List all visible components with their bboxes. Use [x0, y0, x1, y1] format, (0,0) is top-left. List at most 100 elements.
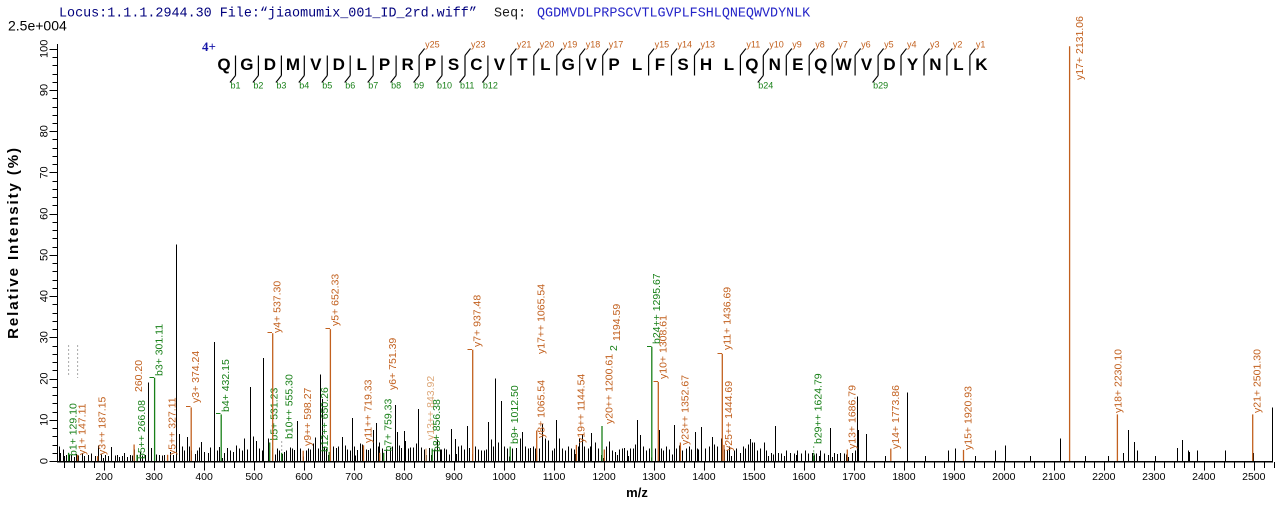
svg-text:2100: 2100	[1042, 471, 1066, 483]
svg-text:L: L	[357, 55, 367, 74]
svg-text:y23++ 1352.67: y23++ 1352.67	[679, 375, 691, 445]
svg-text:R: R	[401, 55, 413, 74]
svg-text:b10++ 555.30: b10++ 555.30	[284, 374, 296, 439]
svg-text:2: 2	[608, 345, 620, 351]
svg-text:y18: y18	[586, 40, 601, 50]
svg-text:y19: y19	[563, 40, 578, 50]
svg-text:70: 70	[39, 166, 51, 178]
svg-text:D: D	[883, 55, 895, 74]
svg-text:D: D	[333, 55, 345, 74]
svg-text:C: C	[470, 55, 482, 74]
svg-text:b7: b7	[368, 81, 378, 91]
svg-text:2300: 2300	[1142, 471, 1166, 483]
svg-text:y6+ 751.39: y6+ 751.39	[387, 338, 399, 390]
svg-text:1194.59: 1194.59	[611, 304, 623, 341]
svg-text:y2: y2	[953, 40, 963, 50]
svg-text:y18+ 2230.10: y18+ 2230.10	[1113, 349, 1125, 413]
svg-text:y8: y8	[815, 40, 825, 50]
svg-text:2200: 2200	[1092, 471, 1116, 483]
svg-text:50: 50	[39, 249, 51, 261]
svg-text:b24++ 1295.67: b24++ 1295.67	[651, 273, 663, 344]
svg-text:V: V	[494, 55, 506, 74]
svg-text:y10+ 1308.61: y10+ 1308.61	[657, 315, 669, 379]
svg-text:1200: 1200	[592, 471, 616, 483]
svg-text:1400: 1400	[692, 471, 716, 483]
svg-text:b1: b1	[231, 81, 241, 91]
svg-text:S: S	[448, 55, 459, 74]
svg-text:300: 300	[145, 471, 163, 483]
svg-text:y17: y17	[609, 40, 624, 50]
svg-text:F: F	[655, 55, 665, 74]
svg-text:200: 200	[95, 471, 113, 483]
svg-text:y5+ 652.33: y5+ 652.33	[329, 274, 341, 326]
svg-text:y11: y11	[746, 40, 760, 50]
svg-text:Locus:1.1.1.2944.30 File:“jiao: Locus:1.1.1.2944.30 File:“jiaomumix_001_…	[59, 7, 477, 22]
svg-text:1300: 1300	[642, 471, 666, 483]
svg-text:10: 10	[39, 414, 51, 426]
svg-text:V: V	[310, 55, 322, 74]
svg-text:2000: 2000	[992, 471, 1016, 483]
svg-text:b1+ 129.10: b1+ 129.10	[68, 403, 80, 456]
svg-text:y13: y13	[701, 40, 716, 50]
svg-text:L: L	[724, 55, 734, 74]
svg-text:b3: b3	[276, 81, 286, 91]
svg-text:1600: 1600	[792, 471, 816, 483]
svg-text:30: 30	[39, 331, 51, 343]
svg-text:y9++ 598.27: y9++ 598.27	[302, 387, 314, 446]
svg-text:y14: y14	[678, 40, 693, 50]
svg-text:y25++ 1444.69: y25++ 1444.69	[723, 381, 735, 451]
svg-text:b29++ 1624.79: b29++ 1624.79	[813, 373, 825, 444]
svg-text:y14+ 1773.86: y14+ 1773.86	[890, 385, 902, 449]
svg-text:40: 40	[39, 290, 51, 302]
svg-text:2400: 2400	[1192, 471, 1216, 483]
svg-text:Relative Intensity (%): Relative Intensity (%)	[5, 146, 22, 339]
svg-text:4+: 4+	[202, 39, 216, 54]
svg-text:S: S	[677, 55, 688, 74]
svg-text:N: N	[769, 55, 781, 74]
svg-text:y4+ 537.30: y4+ 537.30	[272, 281, 284, 333]
svg-text:QGDMVDLPRPSCVTLGVPLFSHLQNEQWVD: QGDMVDLPRPSCVTLGVPLFSHLQNEQWVDYNLK	[537, 7, 811, 22]
svg-text:Q: Q	[217, 55, 230, 74]
svg-text:y13++ 843.92: y13++ 843.92	[425, 376, 437, 440]
svg-text:1500: 1500	[742, 471, 766, 483]
svg-text:b2: b2	[253, 81, 263, 91]
svg-text:b11: b11	[460, 81, 474, 91]
svg-text:100: 100	[39, 40, 51, 58]
svg-text:b4+ 432.15: b4+ 432.15	[220, 359, 232, 412]
svg-text:b9: b9	[414, 81, 424, 91]
svg-text:500: 500	[245, 471, 263, 483]
svg-text:y4: y4	[907, 40, 917, 50]
svg-text:Seq:: Seq:	[494, 7, 526, 22]
svg-text:y7: y7	[838, 40, 848, 50]
svg-text:Q: Q	[745, 55, 758, 74]
svg-text:N: N	[929, 55, 941, 74]
svg-text:W: W	[836, 55, 853, 74]
svg-text:y1+ 147.11: y1+ 147.11	[77, 403, 89, 455]
svg-text:y21: y21	[517, 40, 532, 50]
svg-text:y13+ 1686.79: y13+ 1686.79	[846, 385, 858, 449]
svg-text:1800: 1800	[892, 471, 916, 483]
svg-text:0: 0	[39, 458, 51, 464]
svg-text:H: H	[700, 55, 712, 74]
svg-text:M: M	[286, 55, 300, 74]
svg-text:y3++ 187.15: y3++ 187.15	[97, 396, 109, 455]
svg-text:b29: b29	[873, 81, 888, 91]
svg-text:y25: y25	[425, 40, 440, 50]
svg-text:y19++ 1144.54: y19++ 1144.54	[575, 374, 587, 443]
svg-text:b5+ 531.23: b5+ 531.23	[269, 387, 281, 440]
svg-text:y11++ 719.33: y11++ 719.33	[363, 379, 375, 443]
svg-text:700: 700	[345, 471, 363, 483]
svg-text:y6: y6	[861, 40, 871, 50]
svg-text:V: V	[586, 55, 598, 74]
svg-text:Q: Q	[814, 55, 827, 74]
svg-text:y7+ 937.48: y7+ 937.48	[472, 295, 484, 347]
svg-text:b10: b10	[437, 81, 452, 91]
svg-text:y3: y3	[930, 40, 940, 50]
svg-text:800: 800	[395, 471, 413, 483]
svg-text:600: 600	[295, 471, 313, 483]
svg-text:1700: 1700	[842, 471, 866, 483]
svg-text:b7+ 759.33: b7+ 759.33	[383, 398, 395, 451]
svg-text:y5++ 327.11: y5++ 327.11	[167, 397, 179, 455]
svg-text:E: E	[792, 55, 803, 74]
svg-text:y17++ 1065.54: y17++ 1065.54	[536, 284, 548, 354]
